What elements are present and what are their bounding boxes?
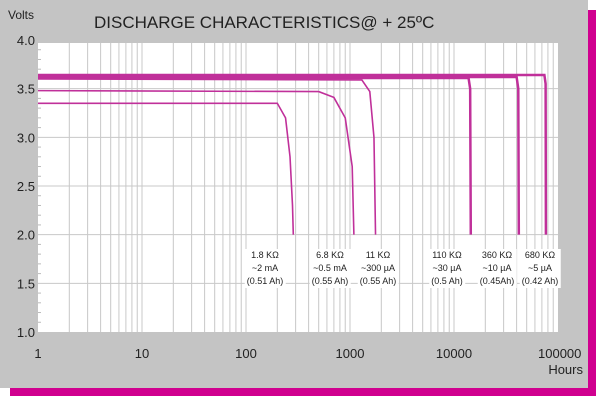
series-label-capacity: (0.5 Ah) [431, 276, 463, 286]
x-tick-label: 1000 [336, 346, 365, 361]
y-tick-label: 2.5 [17, 179, 35, 194]
series-label: 680 KΩ ~5 µA (0.42 Ah) [519, 249, 561, 288]
series-line-0 [38, 102, 295, 235]
series-label: 6.8 KΩ ~0.5 mA (0.55 Ah) [309, 249, 351, 288]
series-line-1 [37, 89, 355, 235]
x-tick-label: 10000 [436, 346, 472, 361]
series-label-name: 11 KΩ [365, 250, 391, 260]
series-label-name: 680 KΩ [524, 250, 556, 260]
x-axis-label: Hours [548, 362, 583, 377]
x-tick-label: 10 [135, 346, 149, 361]
x-tick-label: 100000 [538, 346, 581, 361]
series-label: 1.8 KΩ ~2 mA (0.51 Ah) [244, 249, 286, 288]
series-label-capacity: (0.55 Ah) [359, 276, 397, 286]
y-tick-label: 2.0 [17, 228, 35, 243]
y-tick-label: 3.5 [17, 82, 35, 97]
series-label: 110 KΩ ~30 µA (0.5 Ah) [429, 249, 465, 288]
x-tick-label: 100 [235, 346, 257, 361]
series-label-capacity: (0.55 Ah) [311, 276, 349, 286]
y-tick-label: 4.0 [17, 33, 35, 48]
y-tick-label: 1.0 [17, 325, 35, 340]
series-line-4 [38, 75, 521, 235]
plot-area [38, 43, 558, 332]
series-label-current: ~300 µA [361, 263, 395, 273]
series-label-current: ~30 µA [432, 263, 462, 273]
series-line-2 [37, 78, 377, 235]
series-label-current: ~10 µA [482, 263, 512, 273]
series-label-name: 6.8 KΩ [316, 250, 344, 260]
series-label: 11 KΩ ~300 µA (0.55 Ah) [357, 249, 399, 288]
series-label-capacity: (0.45Ah) [479, 276, 515, 286]
series-label-capacity: (0.42 Ah) [521, 276, 559, 286]
series-label-name: 1.8 KΩ [251, 250, 279, 260]
series-label-name: 360 KΩ [481, 250, 513, 260]
y-tick-label: 1.5 [17, 276, 35, 291]
y-axis-label: Volts [8, 8, 34, 22]
series-label-capacity: (0.51 Ah) [246, 276, 284, 286]
series-line-5 [38, 73, 548, 235]
series-label-name: 110 KΩ [432, 250, 462, 260]
y-tick-label: 3.0 [17, 130, 35, 145]
series-label-current: ~5 µA [528, 263, 552, 273]
series-label-current: ~0.5 mA [313, 263, 347, 273]
series-label: 360 KΩ ~10 µA (0.45Ah) [477, 249, 517, 288]
series-label-current: ~2 mA [251, 263, 279, 273]
chart-title: DISCHARGE CHARACTERISTICS@ + 25ºC [94, 13, 434, 32]
x-tick-label: 1 [34, 346, 41, 361]
